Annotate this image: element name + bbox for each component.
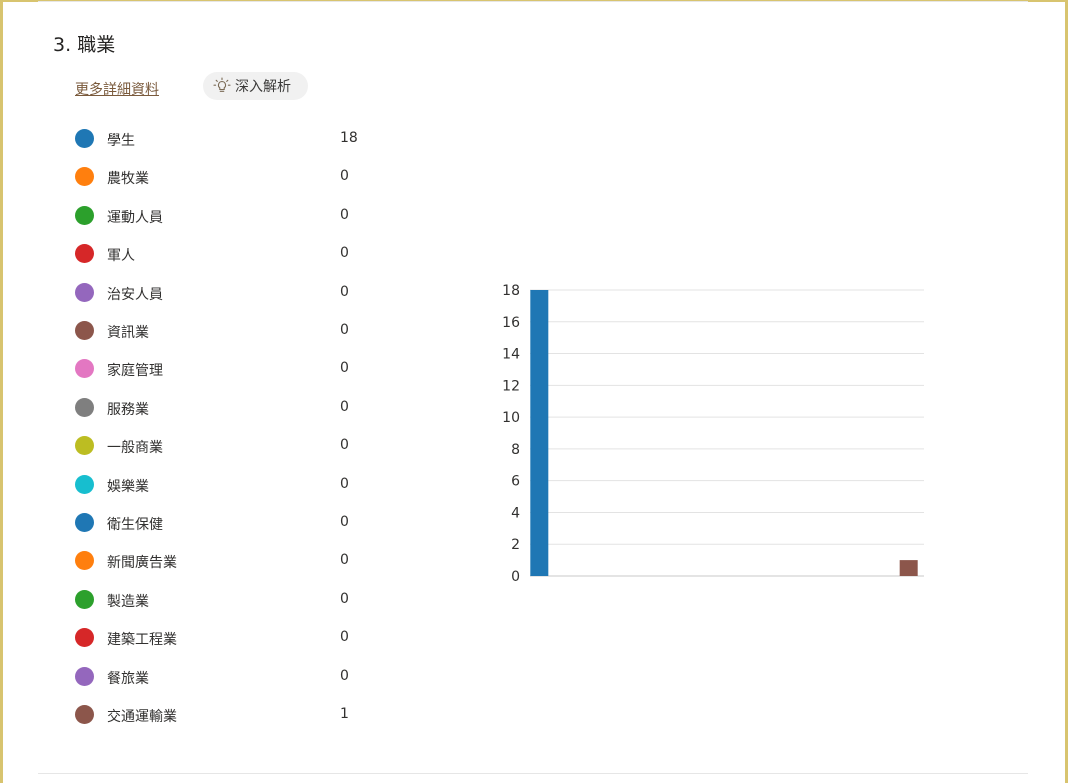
legend-swatch: [75, 551, 94, 571]
legend-count: 0: [340, 514, 349, 530]
legend-label: 農牧業: [107, 171, 149, 188]
legend-swatch: [75, 244, 94, 264]
more-details-link[interactable]: 更多詳細資料: [75, 82, 159, 98]
bar[interactable]: [899, 560, 918, 576]
legend-swatch: [75, 359, 94, 379]
legend-swatch: [75, 705, 94, 724]
legend-label: 新聞廣告業: [107, 555, 177, 572]
legend-swatch: [75, 589, 94, 609]
bar[interactable]: [530, 290, 549, 576]
legend-label: 交通運輸業: [107, 709, 177, 725]
legend-label: 軍人: [107, 248, 135, 265]
legend-label: 娛樂業: [107, 478, 149, 495]
legend-count: 0: [340, 206, 349, 223]
legend-item[interactable]: 餐旅業 0: [75, 666, 375, 687]
lightbulb-icon: [213, 77, 231, 92]
top-divider: [38, 1, 1028, 2]
legend-count: 0: [340, 245, 349, 262]
legend-item[interactable]: 資訊業 0: [75, 321, 375, 341]
legend-item[interactable]: 治安人員 0: [75, 282, 375, 303]
legend-swatch: [75, 397, 94, 417]
legend-item[interactable]: 娛樂業 0: [75, 474, 375, 495]
y-tick-label: 6: [511, 474, 520, 490]
legend-swatch: [75, 205, 94, 225]
legend-item[interactable]: 新聞廣告業 0: [75, 551, 375, 571]
legend-label: 製造業: [107, 593, 149, 610]
question-title: 3. 職業: [53, 30, 115, 57]
legend-item[interactable]: 一般商業 0: [75, 436, 375, 456]
legend-label: 一般商業: [107, 440, 163, 457]
legend-swatch: [75, 321, 94, 340]
legend-count: 0: [340, 437, 349, 454]
legend-count: 0: [340, 322, 349, 338]
legend-label: 資訊業: [107, 325, 149, 341]
bar-chart: 0 2 4 6 8 10 12 14 16 18: [502, 283, 924, 585]
legend-count: 0: [340, 398, 349, 415]
legend-item[interactable]: 家庭管理 0: [75, 359, 375, 379]
legend-swatch: [75, 474, 94, 494]
legend-swatch: [75, 282, 94, 302]
question-number: 3.: [53, 34, 72, 56]
legend-label: 建築工程業: [107, 632, 177, 649]
legend-count: 0: [340, 360, 349, 377]
insights-button[interactable]: 深入解析: [203, 72, 308, 100]
legend-swatch: [75, 167, 94, 187]
legend-label: 學生: [107, 133, 135, 149]
legend-swatch: [75, 628, 94, 648]
legend-item[interactable]: 服務業 0: [75, 397, 375, 418]
y-tick-label: 12: [502, 378, 520, 394]
y-tick-label: 18: [502, 283, 520, 299]
legend-item[interactable]: 學生 18: [75, 129, 375, 149]
legend-item[interactable]: 衛生保健 0: [75, 513, 375, 533]
y-tick-label: 14: [502, 347, 520, 363]
legend-count: 0: [340, 552, 349, 569]
legend-item[interactable]: 製造業 0: [75, 589, 375, 610]
legend-count: 0: [340, 283, 349, 300]
legend-count: 0: [340, 475, 349, 492]
legend-count: 0: [340, 629, 349, 646]
legend-item[interactable]: 建築工程業 0: [75, 628, 375, 648]
legend-item[interactable]: 運動人員 0: [75, 205, 375, 226]
legend-swatch: [75, 513, 94, 532]
bottom-divider: [38, 773, 1028, 774]
legend-swatch: [75, 436, 94, 456]
y-tick-label: 4: [511, 505, 520, 521]
legend-label: 服務業: [107, 401, 149, 418]
legend-swatch: [75, 666, 94, 686]
y-tick-label: 2: [511, 537, 520, 553]
y-tick-label: 0: [511, 569, 520, 585]
legend-count: 1: [340, 706, 349, 722]
y-tick-label: 8: [511, 442, 520, 458]
legend-count: 0: [340, 667, 349, 684]
insights-label: 深入解析: [235, 79, 291, 95]
legend-item[interactable]: 軍人 0: [75, 244, 375, 264]
legend-label: 餐旅業: [107, 670, 149, 687]
legend-count: 18: [340, 130, 358, 146]
y-tick-label: 16: [502, 315, 520, 331]
legend-label: 衛生保健: [107, 517, 163, 533]
legend-count: 0: [340, 168, 349, 185]
legend-count: 0: [340, 590, 349, 607]
legend-swatch: [75, 129, 94, 148]
legend-item[interactable]: 交通運輸業 1: [75, 705, 375, 725]
legend-label: 運動人員: [107, 209, 163, 226]
y-tick-label: 10: [502, 410, 520, 426]
legend-label: 治安人員: [107, 286, 163, 303]
legend-label: 家庭管理: [107, 363, 163, 380]
question-text: 職業: [77, 34, 116, 56]
legend-item[interactable]: 農牧業 0: [75, 167, 375, 187]
